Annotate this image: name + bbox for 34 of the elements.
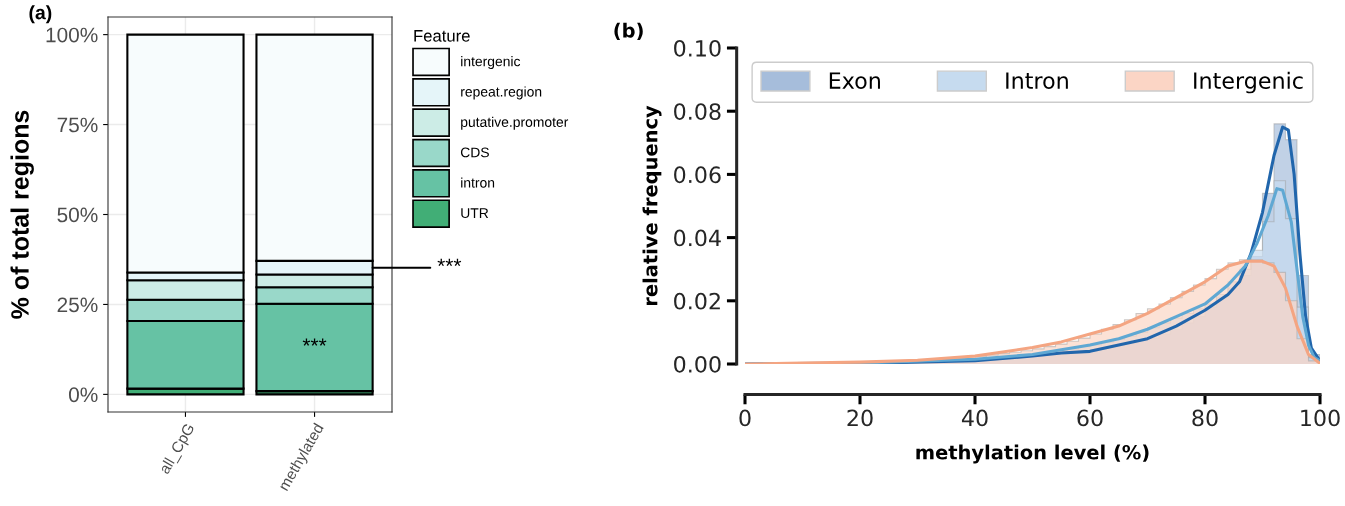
legend-label: intergenic <box>461 56 521 70</box>
legend-label: Intron <box>1006 72 1068 90</box>
legend-title: Feature <box>414 30 470 42</box>
y-axis-title: relative frequency <box>642 105 662 306</box>
x-tick-label: 20 <box>847 409 873 427</box>
y-axis-title: % of total regions <box>10 110 34 319</box>
text: *** <box>437 258 462 267</box>
y-tick-label: 0.10 <box>674 39 721 57</box>
legend-label: Intergenic <box>1194 71 1303 94</box>
y-tick-label: 0.06 <box>674 166 721 184</box>
y-tick-label: 50% <box>57 207 98 223</box>
annotation: *** <box>302 338 327 346</box>
x-tick-label: 0 <box>739 409 751 427</box>
y-tick-label: 0.00 <box>674 355 721 373</box>
legend-label: Exon <box>829 72 880 90</box>
y-tick-label: 0.04 <box>674 229 721 247</box>
y-tick-label: 0.02 <box>674 292 720 310</box>
legend-label: UTR <box>461 208 489 219</box>
legend-label: CDS <box>460 147 489 158</box>
x-tick-label: 60 <box>1077 409 1103 427</box>
x-tick-label: 100 <box>1301 409 1340 427</box>
x-axis-title: methylation level (%) <box>916 444 1149 464</box>
chart-title: (a) <box>29 5 52 24</box>
y-tick-label: 0% <box>68 387 98 403</box>
y-tick-label: 25% <box>57 297 98 313</box>
y-tick-label: 75% <box>57 117 98 133</box>
y-tick-label: 100% <box>46 27 98 43</box>
x-tick-label: 80 <box>1192 409 1218 427</box>
y-tick-label: 0.08 <box>674 103 721 120</box>
legend-label: repeat.region <box>461 86 542 100</box>
legend-label: putative.promoter <box>461 116 569 130</box>
x-tick-label: 40 <box>961 409 988 427</box>
legend-label: intron <box>461 177 495 188</box>
chart-title: (b) <box>614 22 643 41</box>
